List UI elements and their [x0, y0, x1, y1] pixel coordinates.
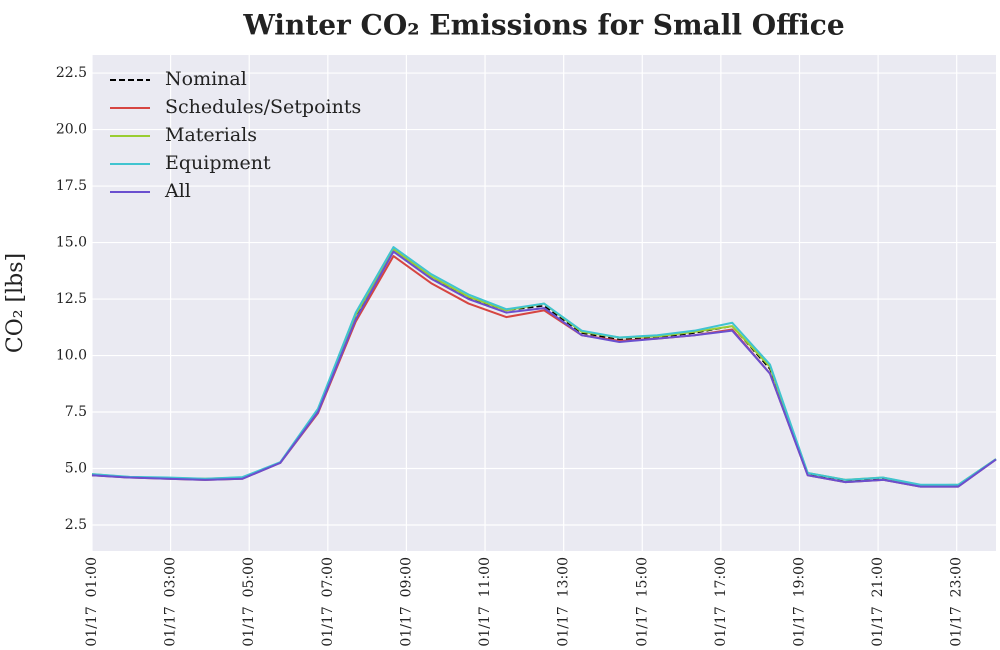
x-tick-label: 01/17 11:00 — [477, 557, 493, 647]
y-tick-label: 7.5 — [65, 404, 87, 420]
y-tick-label: 5.0 — [65, 461, 87, 477]
x-tick-label: 01/17 15:00 — [634, 557, 650, 647]
series-line — [91, 250, 997, 488]
y-axis-label: CO₂ [lbs] — [3, 253, 28, 353]
x-tick-label: 01/17 01:00 — [84, 557, 100, 647]
x-tick-label: 01/17 07:00 — [320, 557, 336, 647]
x-tick-label: 01/17 19:00 — [791, 557, 807, 647]
x-tick-label: 01/17 09:00 — [398, 557, 414, 647]
x-tick-label: 01/17 21:00 — [870, 557, 886, 647]
y-tick-label: 15.0 — [56, 235, 87, 251]
x-tick-label: 01/17 05:00 — [241, 557, 257, 647]
chart-title: Winter CO₂ Emissions for Small Office — [242, 9, 844, 42]
legend-label: Materials — [165, 124, 257, 146]
y-tick-label: 10.0 — [56, 348, 87, 364]
y-tick-label: 17.5 — [56, 178, 87, 194]
legend-label: Equipment — [165, 152, 271, 174]
y-tick-label: 20.0 — [56, 122, 87, 138]
legend-label: All — [164, 180, 191, 202]
x-tick-label: 01/17 13:00 — [556, 557, 572, 647]
y-tick-label: 2.5 — [65, 517, 87, 533]
x-tick-label: 01/17 17:00 — [713, 557, 729, 647]
y-tick-label: 12.5 — [56, 291, 87, 307]
series-line — [91, 246, 997, 486]
x-tick-label: 01/17 23:00 — [949, 557, 965, 647]
y-tick-label: 22.5 — [56, 65, 87, 81]
x-tick-label: 01/17 03:00 — [163, 557, 179, 647]
legend-label: Nominal — [165, 68, 247, 90]
legend-label: Schedules/Setpoints — [165, 96, 361, 118]
